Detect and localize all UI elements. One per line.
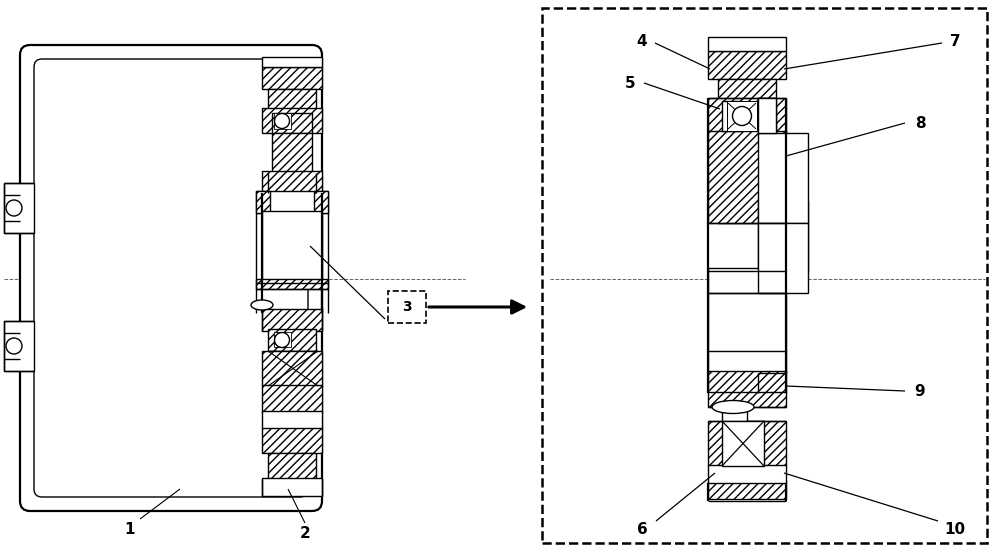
Bar [268, 453, 316, 479]
Text: 5: 5 [625, 75, 635, 90]
Bar [314, 191, 328, 213]
Bar [758, 223, 808, 293]
Bar [268, 329, 316, 351]
Text: 2: 2 [300, 526, 310, 541]
Text: 7: 7 [950, 34, 960, 48]
Bar [708, 465, 786, 483]
Bar [262, 108, 322, 133]
Bar [718, 79, 776, 99]
Bar [274, 113, 291, 129]
Bar [256, 279, 328, 289]
Bar [262, 67, 322, 89]
Bar [758, 201, 808, 223]
Bar [722, 421, 764, 466]
Bar [708, 268, 786, 373]
Bar [708, 392, 786, 407]
Bar [4, 321, 34, 371]
Ellipse shape [712, 401, 754, 413]
Bar [272, 113, 312, 133]
Bar [262, 171, 322, 193]
Bar [722, 421, 764, 466]
Ellipse shape [251, 300, 273, 310]
Bar [262, 411, 322, 429]
Bar [758, 133, 808, 223]
Circle shape [732, 106, 752, 126]
Bar [708, 371, 786, 393]
Bar [272, 133, 312, 193]
Bar [722, 406, 747, 421]
Bar [718, 133, 758, 223]
Bar [708, 37, 786, 51]
Circle shape [274, 114, 290, 128]
Text: 9: 9 [915, 383, 925, 398]
Bar [758, 223, 808, 271]
Circle shape [6, 200, 22, 216]
Bar [268, 89, 316, 109]
Bar [388, 291, 426, 323]
Bar [4, 183, 34, 233]
Bar [256, 191, 328, 213]
Bar [256, 191, 270, 213]
Bar [262, 428, 322, 453]
Bar [262, 309, 322, 331]
Bar [262, 211, 322, 283]
Bar [262, 385, 322, 413]
Text: 1: 1 [125, 521, 135, 537]
Bar [268, 351, 318, 386]
Text: 6: 6 [637, 521, 647, 537]
Bar [758, 98, 776, 133]
Bar [727, 101, 757, 131]
Bar [708, 481, 786, 499]
Circle shape [274, 332, 290, 348]
Text: 10: 10 [944, 521, 966, 537]
Text: 8: 8 [915, 116, 925, 131]
Circle shape [6, 338, 22, 354]
Bar [708, 421, 786, 466]
FancyBboxPatch shape [20, 45, 322, 511]
Bar [758, 98, 776, 133]
Bar [542, 8, 987, 543]
Bar [708, 51, 786, 79]
Bar [708, 98, 786, 133]
FancyBboxPatch shape [34, 59, 308, 497]
Text: 3: 3 [402, 300, 412, 314]
Bar [708, 131, 786, 223]
Text: 4: 4 [637, 34, 647, 48]
Bar [274, 332, 291, 347]
Bar [262, 57, 322, 67]
Bar [262, 351, 322, 386]
Bar [262, 478, 322, 496]
Bar [722, 101, 742, 131]
